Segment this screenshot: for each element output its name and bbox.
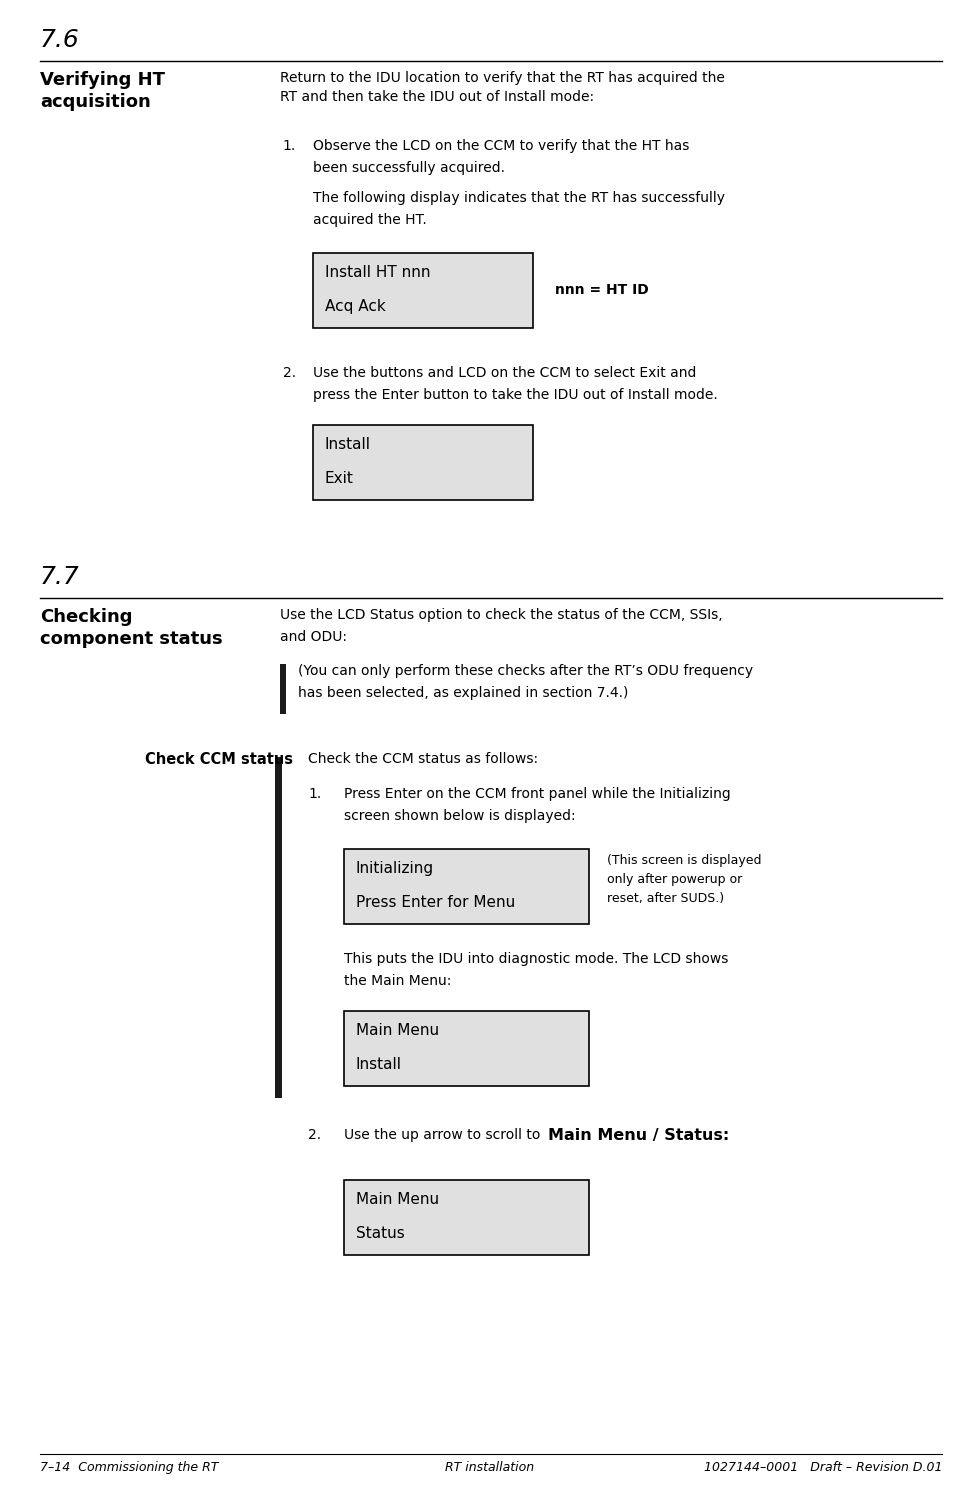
Text: Press Enter for Menu: Press Enter for Menu — [356, 896, 515, 911]
Text: press the Enter button to take the IDU out of Install mode.: press the Enter button to take the IDU o… — [313, 388, 717, 402]
Text: Check CCM status: Check CCM status — [145, 751, 293, 766]
Text: Exit: Exit — [325, 472, 354, 487]
Bar — [344, 850, 589, 924]
Text: Main Menu: Main Menu — [356, 1022, 439, 1039]
Bar — [313, 253, 533, 327]
Text: 1027144–0001   Draft – Revision D.01: 1027144–0001 Draft – Revision D.01 — [704, 1461, 942, 1475]
Bar — [275, 757, 282, 1098]
Text: Check the CCM status as follows:: Check the CCM status as follows: — [308, 751, 538, 766]
Bar — [280, 664, 286, 714]
Text: Install HT nnn: Install HT nnn — [325, 265, 430, 280]
Text: 1.: 1. — [308, 787, 321, 801]
Text: 2.: 2. — [283, 366, 296, 379]
Text: been successfully acquired.: been successfully acquired. — [313, 161, 505, 176]
Text: Acq Ack: Acq Ack — [325, 299, 386, 314]
Text: acquired the HT.: acquired the HT. — [313, 213, 426, 228]
Bar — [313, 426, 533, 500]
Text: Main Menu: Main Menu — [356, 1192, 439, 1207]
Text: has been selected, as explained in section 7.4.): has been selected, as explained in secti… — [298, 686, 628, 699]
Bar — [344, 1010, 589, 1086]
Text: 7–14  Commissioning the RT: 7–14 Commissioning the RT — [40, 1461, 219, 1475]
Text: Checking
component status: Checking component status — [40, 609, 222, 649]
Text: 2.: 2. — [308, 1128, 321, 1141]
Text: Return to the IDU location to verify that the RT has acquired the
RT and then ta: Return to the IDU location to verify tha… — [280, 71, 725, 104]
Text: and ODU:: and ODU: — [280, 629, 347, 644]
Text: nnn = HT ID: nnn = HT ID — [555, 284, 649, 298]
Text: Observe the LCD on the CCM to verify that the HT has: Observe the LCD on the CCM to verify tha… — [313, 138, 689, 153]
Text: 7.6: 7.6 — [40, 28, 79, 52]
Text: This puts the IDU into diagnostic mode. The LCD shows: This puts the IDU into diagnostic mode. … — [344, 952, 728, 966]
Text: Verifying HT
acquisition: Verifying HT acquisition — [40, 71, 165, 112]
Text: Use the up arrow to scroll to: Use the up arrow to scroll to — [344, 1128, 545, 1141]
Text: Main Menu / Status:: Main Menu / Status: — [548, 1128, 729, 1143]
Text: 1.: 1. — [283, 138, 296, 153]
Text: the Main Menu:: the Main Menu: — [344, 975, 451, 988]
Text: Status: Status — [356, 1226, 405, 1241]
Text: The following display indicates that the RT has successfully: The following display indicates that the… — [313, 190, 725, 205]
Text: Initializing: Initializing — [356, 862, 434, 876]
Text: Install: Install — [356, 1056, 402, 1071]
Text: (You can only perform these checks after the RT’s ODU frequency: (You can only perform these checks after… — [298, 664, 753, 679]
Text: Install: Install — [325, 437, 371, 452]
Text: Use the LCD Status option to check the status of the CCM, SSIs,: Use the LCD Status option to check the s… — [280, 609, 722, 622]
Text: RT installation: RT installation — [446, 1461, 534, 1475]
Text: Use the buttons and LCD on the CCM to select Exit and: Use the buttons and LCD on the CCM to se… — [313, 366, 697, 379]
Bar — [344, 1180, 589, 1254]
Text: only after powerup or: only after powerup or — [607, 873, 742, 885]
Text: reset, after SUDS.): reset, after SUDS.) — [607, 891, 724, 905]
Text: screen shown below is displayed:: screen shown below is displayed: — [344, 809, 575, 823]
Text: 7.7: 7.7 — [40, 565, 79, 589]
Text: (This screen is displayed: (This screen is displayed — [607, 854, 761, 868]
Text: Press Enter on the CCM front panel while the Initializing: Press Enter on the CCM front panel while… — [344, 787, 730, 801]
